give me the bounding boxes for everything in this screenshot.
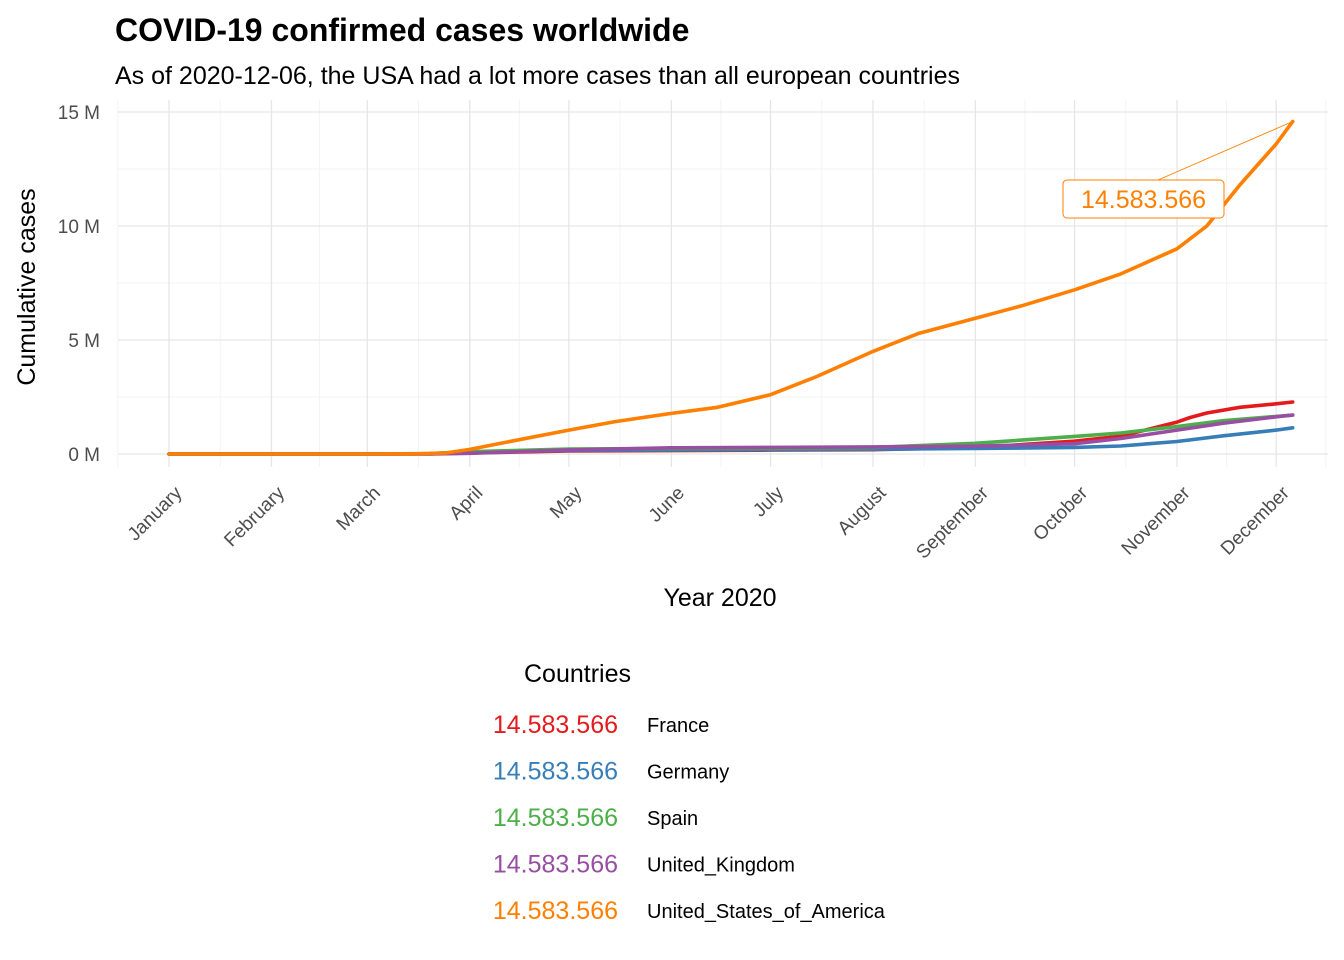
legend-key: 14.583.566 <box>493 711 618 739</box>
grid-lines <box>117 100 1328 467</box>
callout-label: 14.583.566 <box>1081 186 1206 214</box>
legend-label: United_States_of_America <box>647 901 886 923</box>
legend-title: Countries <box>524 660 631 688</box>
series-line-united-states-of-america <box>167 119 1295 456</box>
y-tick-label: 5 M <box>68 331 100 352</box>
x-tick-label: November <box>1118 482 1195 559</box>
value-callout: 14.583.566 <box>1062 121 1293 219</box>
legend: 14.583.566 France 14.583.566 Germany 14.583.… <box>493 711 886 925</box>
x-tick-label: July <box>749 482 788 521</box>
legend-key: 14.583.566 <box>493 897 618 925</box>
callout-leader-line <box>1157 121 1293 181</box>
y-tick-label: 10 M <box>58 217 100 238</box>
legend-key: 14.583.566 <box>493 804 618 832</box>
x-tick-label: February <box>220 482 289 551</box>
x-tick-label: March <box>333 483 385 535</box>
x-axis-title: Year 2020 <box>663 584 776 612</box>
legend-label: France <box>647 715 709 737</box>
chart-subtitle: As of 2020-12-06, the USA had a lot more… <box>115 62 960 90</box>
y-tick-label: 0 M <box>68 445 100 466</box>
x-tick-label: June <box>645 483 689 527</box>
legend-key: 14.583.566 <box>493 758 618 786</box>
x-tick-label: October <box>1029 482 1092 545</box>
x-tick-label: September <box>912 482 993 563</box>
x-tick-label: December <box>1217 482 1294 559</box>
legend-label: United_Kingdom <box>647 855 795 877</box>
callout-box <box>1062 179 1225 219</box>
y-tick-label: 15 M <box>58 103 100 124</box>
y-tick-labels: 0 M 5 M 10 M 15 M <box>58 103 100 466</box>
x-tick-labels: January February March April May June July Augu… <box>124 482 1294 563</box>
legend-label: Germany <box>647 762 729 784</box>
x-tick-label: April <box>446 483 488 525</box>
legend-key: 14.583.566 <box>493 851 618 879</box>
legend-label: Spain <box>647 808 698 830</box>
x-tick-label: August <box>834 482 891 539</box>
y-axis-title: Cumulative cases <box>13 188 41 385</box>
x-tick-label: January <box>124 482 187 545</box>
x-tick-label: May <box>546 482 587 523</box>
series-lines <box>167 119 1295 456</box>
chart-title: COVID-19 confirmed cases worldwide <box>115 12 689 48</box>
